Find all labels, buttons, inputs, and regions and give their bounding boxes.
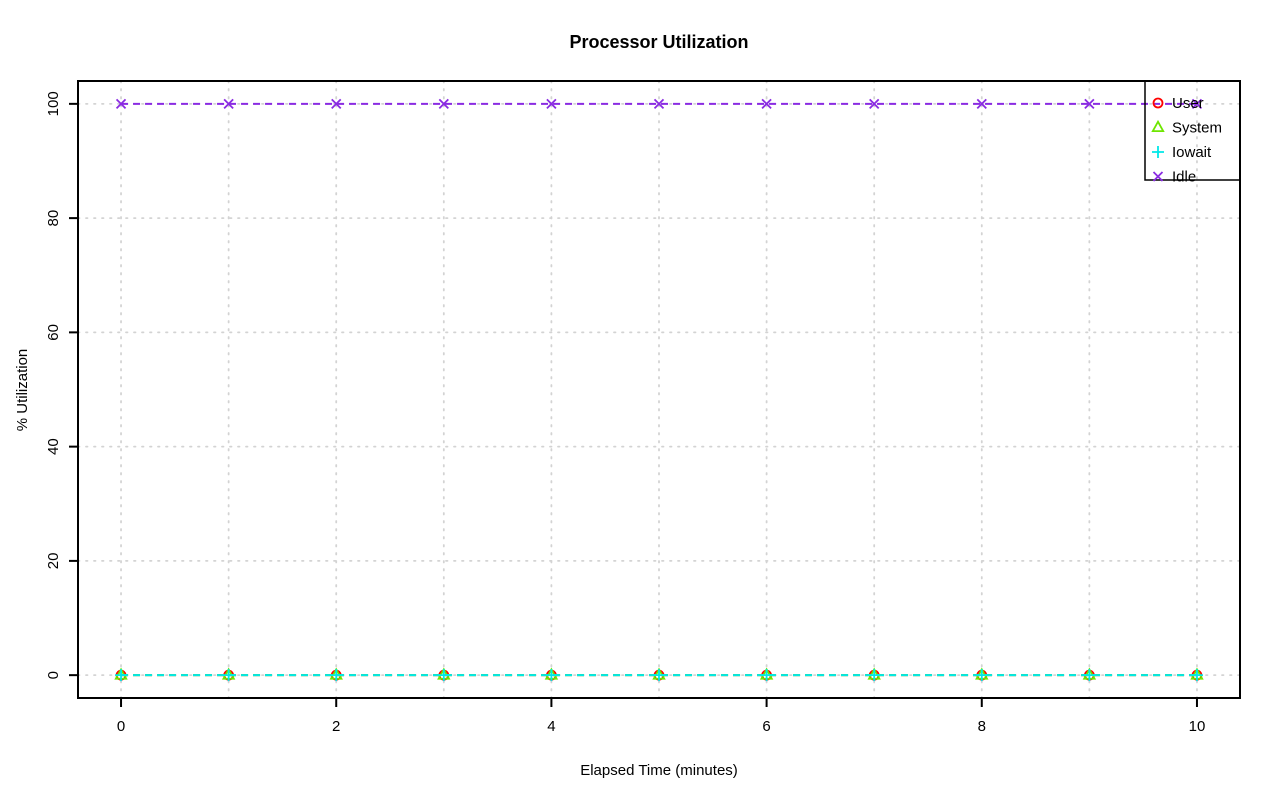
series-idle: [115, 98, 1203, 109]
y-tick-label: 100: [45, 91, 62, 116]
x-tick-label: 10: [1189, 718, 1206, 735]
legend-idle-x-icon: [1152, 171, 1164, 182]
legend-label-idle: Idle: [1172, 169, 1196, 186]
series-iowait-plus-icon: [653, 669, 665, 682]
series-iowait-plus-icon: [760, 669, 773, 682]
series-iowait-plus-icon: [437, 669, 450, 682]
x-tick-label: 0: [117, 718, 125, 735]
series-idle-x-icon: [653, 98, 665, 109]
series-iowait-plus-icon: [975, 669, 988, 682]
x-tick-label: 6: [762, 718, 770, 735]
legend-label-system: System: [1172, 120, 1222, 137]
series-iowait-plus-icon: [330, 669, 343, 682]
grid-layer: [77, 80, 1241, 699]
series-iowait: [115, 669, 1203, 682]
plot-border: [77, 80, 1241, 699]
series-idle-x-icon: [761, 98, 772, 109]
legend: User System Iowait Idle: [1144, 80, 1241, 186]
x-tick-label: 4: [547, 718, 555, 735]
x-axis-title: Elapsed Time (minutes): [580, 762, 738, 779]
chart-title: Processor Utilization: [569, 32, 748, 52]
series-iowait-plus-icon: [545, 669, 558, 682]
series-idle-x-icon: [115, 98, 127, 109]
series-layer: [114, 98, 1204, 682]
series-idle-x-icon: [869, 98, 880, 109]
series-idle-x-icon: [1084, 98, 1095, 109]
series-iowait-plus-icon: [868, 669, 881, 682]
y-tick-label: 80: [45, 210, 62, 227]
series-iowait-plus-icon: [115, 669, 128, 682]
legend-user-circle-icon: [1152, 97, 1164, 109]
y-tick-label: 20: [45, 553, 62, 570]
legend-system-triangle-icon: [1151, 119, 1165, 132]
x-tick-label: 8: [978, 718, 986, 735]
legend-iowait-plus-icon: [1152, 146, 1164, 158]
x-tick-label: 2: [332, 718, 340, 735]
series-idle-x-icon: [546, 98, 557, 109]
y-tick-label: 60: [45, 324, 62, 341]
series-idle-x-icon: [1191, 98, 1203, 109]
legend-box: [1144, 80, 1241, 181]
series-idle-x-icon: [331, 98, 342, 109]
series-idle-x-icon: [976, 98, 987, 109]
series-idle-x-icon: [438, 98, 449, 109]
series-iowait-plus-icon: [1083, 669, 1096, 682]
y-axis-title: % Utilization: [14, 349, 31, 432]
y-tick-label: 40: [45, 438, 62, 455]
series-iowait-plus-icon: [1190, 669, 1203, 682]
legend-label-user: User: [1172, 95, 1204, 112]
series-idle-x-icon: [223, 98, 234, 109]
legend-label-iowait: Iowait: [1172, 144, 1212, 161]
y-tick-label: 0: [45, 671, 62, 679]
series-iowait-plus-icon: [222, 669, 235, 682]
